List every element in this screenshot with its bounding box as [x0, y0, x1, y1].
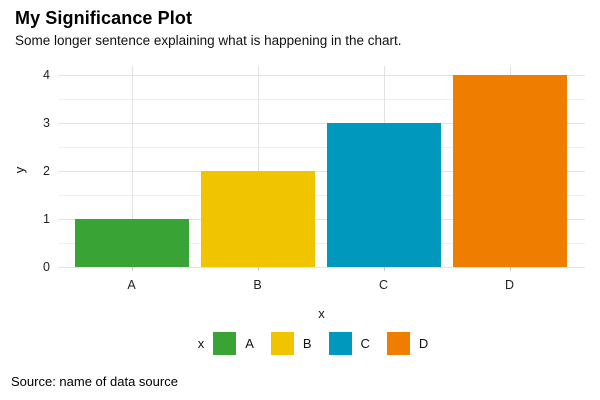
- gridline-minor: [58, 195, 585, 196]
- y-tick-label: 2: [43, 164, 50, 178]
- bar-c: [326, 123, 441, 267]
- x-axis-title: x: [318, 306, 325, 321]
- legend-title: x: [197, 335, 205, 351]
- chart-title: My Significance Plot: [15, 8, 193, 28]
- y-tick-label: 0: [43, 260, 50, 274]
- legend-label: B: [302, 335, 312, 351]
- x-tick-label: D: [504, 278, 515, 292]
- gridline-vertical: [257, 66, 259, 267]
- gridline-major: [58, 219, 585, 220]
- bar-b: [200, 171, 315, 267]
- gridline-major: [58, 267, 585, 268]
- x-tick-mark: [257, 267, 259, 271]
- gridline-major: [58, 75, 585, 76]
- gridline-major: [58, 123, 585, 124]
- gridline-minor: [58, 99, 585, 100]
- source-caption: Source: name of data source: [11, 374, 178, 389]
- x-tick-label: B: [253, 278, 262, 292]
- gridline-major: [58, 171, 585, 172]
- legend-swatch: [270, 331, 294, 355]
- y-tick-label: 1: [43, 212, 50, 226]
- gridline-minor: [58, 147, 585, 148]
- legend-item: B: [270, 331, 321, 355]
- legend-label: A: [245, 335, 254, 351]
- plot-panel: [58, 66, 585, 268]
- gridline-vertical: [131, 66, 133, 267]
- gridline-minor: [58, 243, 585, 244]
- legend-label: D: [418, 335, 429, 351]
- legend-item: A: [213, 331, 263, 355]
- legend-swatch: [213, 331, 237, 355]
- legend-swatch: [386, 331, 410, 355]
- x-tick-label: C: [378, 278, 389, 292]
- y-tick-label: 4: [43, 68, 50, 82]
- x-tick-mark: [509, 267, 511, 271]
- x-tick-mark: [383, 267, 385, 271]
- legend-label: C: [360, 335, 370, 351]
- bar-a: [74, 219, 189, 267]
- legend-item: D: [386, 331, 437, 355]
- legend-item: C: [328, 331, 379, 355]
- bar-d: [452, 75, 567, 267]
- x-tick-mark: [131, 267, 133, 271]
- y-tick-label: 3: [43, 116, 50, 130]
- x-tick-label: A: [127, 278, 136, 292]
- legend-swatch: [328, 331, 352, 355]
- chart-subtitle: Some longer sentence explaining what is …: [15, 33, 402, 48]
